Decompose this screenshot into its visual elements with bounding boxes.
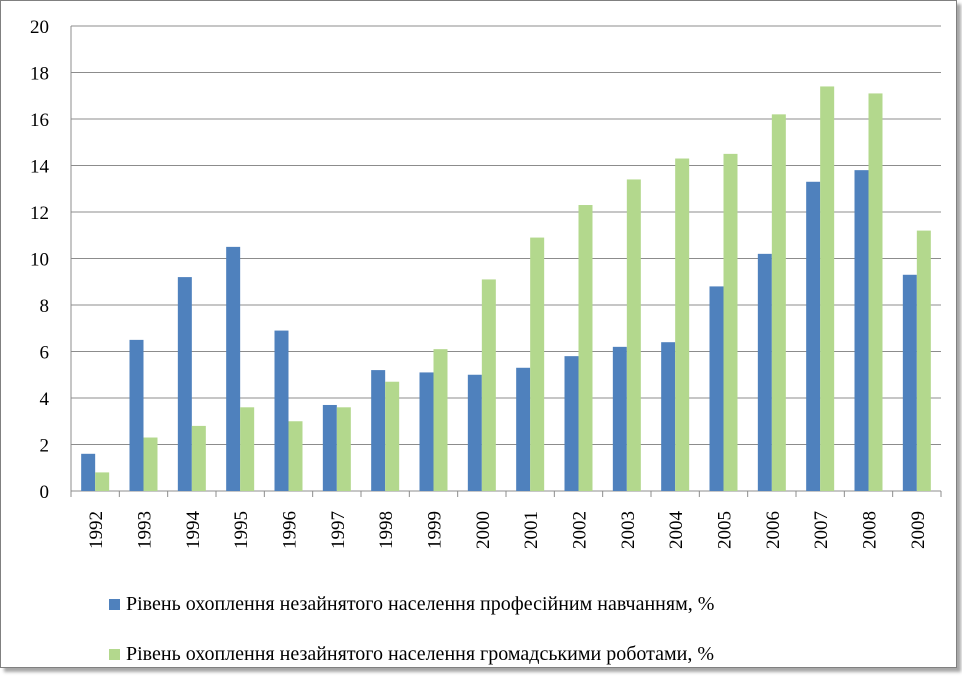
bar-public-works: [143, 437, 158, 491]
x-tick-label: 2004: [666, 511, 687, 550]
x-tick-label: 2001: [521, 511, 542, 549]
y-tick-label: 2: [40, 436, 50, 457]
legend: Рівень охоплення незайнятого населення п…: [109, 593, 714, 693]
bar-public-works: [191, 425, 206, 491]
x-tick-label: 1993: [135, 511, 156, 549]
y-tick-label: 10: [30, 250, 49, 271]
bar-public-works: [771, 114, 786, 491]
bar-public-works: [95, 472, 110, 491]
y-tick-label: 0: [40, 482, 50, 503]
bar-public-works: [868, 93, 883, 492]
x-tick-label: 1995: [231, 511, 252, 549]
chart-plot: 0 2 4 6 8 10 12 14 16 18 20 1992 1993 1994 1995 1996 199…: [30, 17, 942, 550]
bar-training: [564, 356, 579, 491]
bar-training: [129, 339, 144, 491]
y-tick-label: 8: [40, 296, 50, 317]
bar-public-works: [578, 205, 593, 491]
bar-training: [854, 170, 869, 491]
bar-training: [419, 372, 434, 491]
legend-item: Рівень охоплення незайнятого населення г…: [109, 643, 714, 665]
bar-training: [516, 367, 531, 491]
y-tick-label: 16: [30, 110, 49, 131]
x-tick-label: 2006: [763, 511, 784, 549]
y-tick-label: 14: [30, 157, 50, 178]
x-tick-label: 1992: [86, 511, 107, 549]
y-tick-label: 20: [30, 17, 49, 38]
legend-swatch: [109, 598, 120, 610]
x-tick-label: 1998: [376, 511, 397, 549]
bar-public-works: [723, 153, 738, 491]
bar-public-works: [820, 86, 835, 491]
bar-public-works: [530, 237, 545, 491]
bar-public-works: [626, 179, 641, 491]
bar-training: [806, 181, 821, 491]
x-tick-label: 2008: [860, 511, 881, 549]
legend-label: Рівень охоплення незайнятого населення п…: [126, 592, 715, 615]
bar-training: [371, 370, 386, 491]
bar-training: [661, 342, 676, 491]
bar-public-works: [916, 230, 931, 491]
bar-training: [612, 346, 627, 491]
bar-public-works: [336, 407, 351, 491]
x-tick-label: 1997: [328, 511, 349, 549]
bar-training: [902, 274, 917, 491]
x-tick-label: 2007: [811, 511, 832, 549]
bar-training: [757, 253, 772, 491]
y-tick-label: 6: [40, 343, 50, 364]
bar-public-works: [240, 407, 255, 491]
bar-training: [709, 286, 724, 491]
bar-training: [177, 277, 192, 491]
bar-public-works: [385, 381, 400, 491]
x-tick-label: 1999: [425, 511, 446, 549]
x-tick-label: 1994: [183, 511, 204, 550]
bar-public-works: [675, 158, 690, 491]
x-tick-label: 2003: [618, 511, 639, 549]
bar-public-works: [433, 349, 448, 491]
x-tick-label: 2009: [908, 511, 929, 549]
x-tick-label: 2005: [715, 511, 736, 549]
bar-training: [467, 374, 482, 491]
y-tick-label: 18: [30, 64, 49, 85]
bar-training: [274, 330, 289, 491]
legend-swatch: [109, 648, 120, 660]
x-tick-label: 1996: [280, 511, 301, 549]
x-tick-label: 2000: [473, 511, 494, 549]
y-tick-label: 12: [30, 203, 49, 224]
bar-training: [322, 404, 337, 491]
bar-public-works: [481, 279, 496, 491]
legend-label: Рівень охоплення незайнятого населення г…: [126, 642, 715, 665]
x-tick-label: 2002: [570, 511, 591, 549]
chart-frame: 0 2 4 6 8 10 12 14 16 18 20 1992 1993 1994 1995 1996 199…: [0, 0, 957, 668]
bar-public-works: [288, 421, 303, 491]
legend-item: Рівень охоплення незайнятого населення п…: [109, 593, 714, 615]
bar-training: [226, 246, 241, 491]
bar-training: [81, 453, 96, 491]
y-tick-label: 4: [40, 389, 50, 410]
